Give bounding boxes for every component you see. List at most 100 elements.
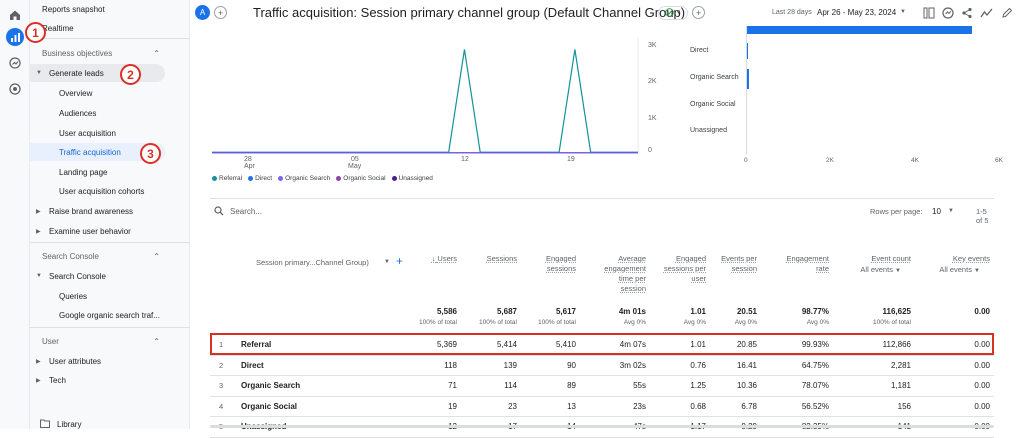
legend-item[interactable]: Organic Search: [278, 175, 330, 182]
legend-item[interactable]: Unassigned: [391, 175, 433, 182]
column-header[interactable]: Engaged sessions per user: [660, 254, 706, 284]
sidebar-item-user-attributes[interactable]: ▶ User attributes: [30, 352, 190, 370]
column-header[interactable]: Engaged sessions: [526, 254, 576, 274]
column-header[interactable]: Key events: [930, 254, 990, 264]
column-header[interactable]: Event count: [851, 254, 911, 264]
add-button[interactable]: +: [692, 6, 705, 19]
sidebar-label: Search Console: [49, 271, 106, 281]
add-comparison-button[interactable]: +: [214, 6, 227, 19]
cell-value: 20.85: [736, 340, 757, 349]
report-status-button[interactable]: ▼: [658, 6, 688, 20]
horizontal-scrollbar[interactable]: [210, 425, 994, 428]
filter-label: All events: [939, 265, 972, 274]
divider: [30, 38, 190, 39]
insights-icon[interactable]: [942, 7, 954, 21]
section-user[interactable]: User ⌃: [30, 332, 190, 350]
caret-right-icon: ▶: [36, 358, 41, 365]
row-dimension[interactable]: Organic Search: [241, 381, 301, 390]
sidebar-item-tech[interactable]: ▶ Tech: [30, 371, 190, 389]
sidebar-item-realtime[interactable]: Realtime: [30, 19, 190, 37]
column-label: Events per session: [721, 254, 757, 273]
cell-value: 2,281: [890, 360, 911, 370]
sidebar-item-search-console[interactable]: ▼ Search Console: [30, 267, 190, 285]
column-header[interactable]: Average engagement time per session: [594, 254, 646, 294]
row-dimension[interactable]: Referral: [241, 340, 272, 349]
table-toolbar: Search... Rows per page: 10 ▼ 1-5 of 5: [210, 198, 994, 225]
cell-value: 13: [567, 401, 576, 411]
sidebar-item-user-acquisition[interactable]: User acquisition: [30, 124, 190, 142]
sidebar-item-raise-brand-awareness[interactable]: ▶ Raise brand awareness: [30, 202, 190, 220]
sidebar-item-audiences[interactable]: Audiences: [30, 104, 190, 122]
sidebar-label: Realtime: [42, 23, 74, 33]
reports-icon[interactable]: [6, 28, 24, 46]
sidebar-label: Google organic search traf...: [59, 310, 160, 320]
date-range-button[interactable]: Apr 26 - May 23, 2024: [817, 8, 897, 17]
legend-label: Referral: [219, 175, 243, 182]
dimension-header[interactable]: Session primary...Channel Group): [256, 258, 369, 267]
sidebar-item-library[interactable]: Library: [30, 415, 190, 433]
sidebar-item-reports-snapshot[interactable]: Reports snapshot: [30, 0, 190, 18]
cell-value: 0.00: [974, 381, 990, 390]
column-header[interactable]: Sessions: [467, 254, 517, 264]
rows-per-page-select[interactable]: 10: [932, 207, 941, 216]
avatar[interactable]: A: [195, 5, 210, 20]
customize-report-icon[interactable]: [923, 7, 935, 21]
column-label: Event count: [871, 254, 911, 263]
column-header[interactable]: ↓ Users: [407, 254, 457, 264]
sidebar-item-landing-page[interactable]: Landing page: [30, 163, 190, 181]
cell-value: 19: [448, 401, 457, 411]
cell-value: 156: [897, 401, 911, 411]
x-tick-label: 12: [461, 156, 469, 163]
annotation-2: 2: [120, 64, 141, 85]
cell-value: 55s: [633, 381, 646, 390]
total-sub: Avg 0%: [806, 319, 829, 326]
sidebar-item-examine-user-behavior[interactable]: ▶ Examine user behavior: [30, 222, 190, 240]
event-filter-select[interactable]: All events ▼: [841, 265, 901, 274]
sidebar-label: Raise brand awareness: [49, 206, 134, 216]
x-tick-label: 05: [351, 156, 359, 163]
x-tick-label: 19: [567, 156, 575, 163]
row-dimension[interactable]: Direct: [241, 360, 264, 370]
bar-organic-search: [746, 69, 749, 89]
legend-item[interactable]: Direct: [248, 175, 272, 182]
nav-rail: [0, 0, 30, 429]
home-icon[interactable]: [6, 6, 24, 24]
search-input[interactable]: Search...: [230, 207, 263, 216]
explore-icon[interactable]: [6, 54, 24, 72]
row-index: 1: [219, 340, 224, 349]
sidebar-item-google-organic-search[interactable]: Google organic search traf...: [30, 306, 190, 324]
legend-label: Unassigned: [398, 175, 433, 182]
sidebar-label: User acquisition: [59, 128, 116, 138]
sidebar-item-generate-leads[interactable]: ▼ Generate leads: [30, 64, 165, 82]
x-tick-label: 0: [744, 157, 748, 164]
section-business-objectives[interactable]: Business objectives ⌃: [30, 44, 190, 62]
bar-label: Direct: [690, 47, 709, 54]
sidebar-label: Library: [57, 419, 82, 429]
row-dimension[interactable]: Organic Social: [241, 401, 298, 411]
legend-item[interactable]: Referral: [212, 175, 242, 182]
column-header[interactable]: Engagement rate: [775, 254, 829, 274]
caret-down-icon[interactable]: ▼: [384, 259, 390, 265]
sidebar-label: User attributes: [49, 356, 102, 366]
caret-down-icon[interactable]: ▼: [900, 9, 906, 15]
compare-trend-icon[interactable]: [980, 7, 993, 21]
add-dimension-button[interactable]: +: [396, 254, 404, 268]
column-header[interactable]: Events per session: [717, 254, 757, 274]
cell-value: 56.52%: [801, 401, 829, 411]
sidebar-label: Generate leads: [49, 68, 104, 78]
legend-item[interactable]: Organic Social: [336, 175, 386, 182]
share-icon[interactable]: [961, 7, 973, 21]
sidebar-item-traffic-acquisition[interactable]: Traffic acquisition: [30, 143, 165, 161]
sidebar-item-overview[interactable]: Overview: [30, 84, 190, 102]
event-filter-select[interactable]: All events ▼: [920, 265, 980, 274]
section-search-console[interactable]: Search Console ⌃: [30, 247, 190, 265]
total-sub: Avg 0%: [623, 319, 646, 326]
edit-icon[interactable]: [1002, 7, 1013, 20]
sidebar-item-user-acquisition-cohorts[interactable]: User acquisition cohorts: [30, 182, 190, 200]
sidebar-item-queries[interactable]: Queries: [30, 287, 190, 305]
caret-down-icon[interactable]: ▼: [948, 208, 954, 214]
row-index: 3: [219, 381, 224, 390]
advertising-icon[interactable]: [6, 80, 24, 98]
cell-value: 90: [567, 360, 576, 370]
column-label: Engagement rate: [786, 254, 829, 273]
